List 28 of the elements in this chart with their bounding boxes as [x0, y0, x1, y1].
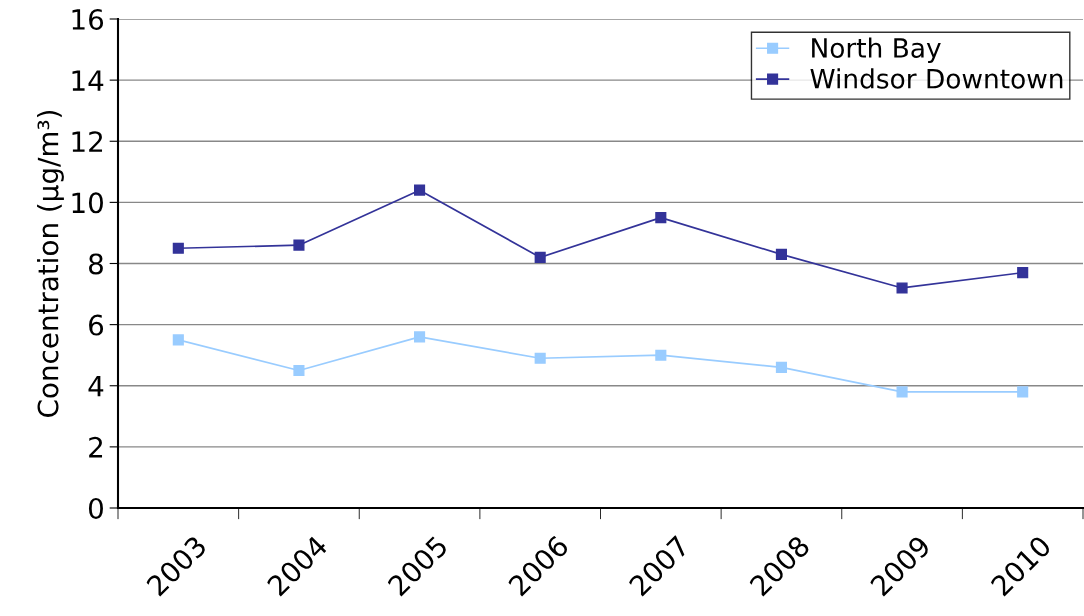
point — [655, 212, 667, 224]
point — [896, 386, 908, 398]
point — [534, 251, 546, 263]
point — [896, 282, 908, 294]
point — [775, 361, 787, 373]
y-tick-label: 12 — [72, 131, 103, 152]
y-tick-label: 16 — [72, 8, 104, 30]
point — [775, 248, 787, 260]
legend-label: North Bay — [812, 37, 941, 64]
point — [414, 184, 426, 196]
y-axis-title: Concentration (µg/m³) — [37, 110, 64, 417]
y-tick-label: 2 — [89, 436, 103, 458]
point — [293, 364, 305, 377]
point — [655, 349, 667, 361]
point — [414, 331, 426, 343]
point — [1017, 386, 1029, 398]
y-tick-label: 4 — [88, 376, 104, 397]
point — [534, 352, 546, 364]
point — [172, 334, 184, 346]
point — [1017, 267, 1029, 279]
y-tick-label: 14 — [72, 70, 104, 91]
y-tick-label: 6 — [89, 314, 104, 336]
point — [293, 239, 305, 251]
legend-label: Windsor Downtown — [810, 68, 1063, 89]
point — [172, 242, 184, 254]
y-tick-label: 0 — [88, 497, 103, 519]
y-tick-label: 10 — [72, 192, 103, 214]
y-tick-label: 8 — [89, 253, 103, 275]
